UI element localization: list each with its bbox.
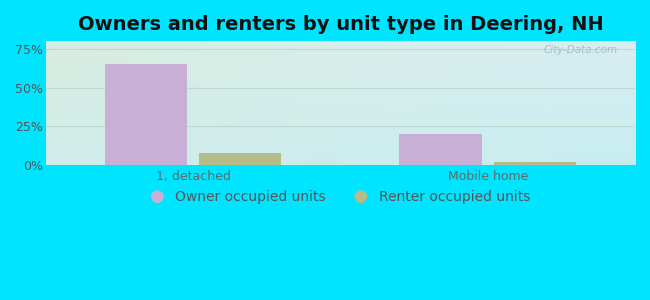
- Bar: [105, 64, 187, 165]
- Bar: [199, 152, 281, 165]
- Legend: Owner occupied units, Renter occupied units: Owner occupied units, Renter occupied un…: [145, 185, 536, 210]
- Bar: [493, 162, 576, 165]
- Bar: [399, 134, 482, 165]
- Text: City-Data.com: City-Data.com: [543, 45, 618, 55]
- Title: Owners and renters by unit type in Deering, NH: Owners and renters by unit type in Deeri…: [77, 15, 603, 34]
